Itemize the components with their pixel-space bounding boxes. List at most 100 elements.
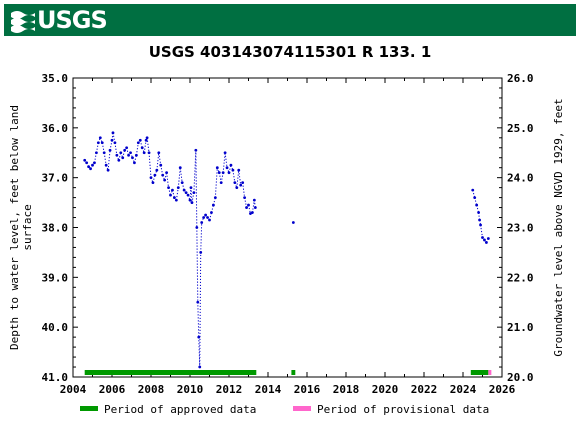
data-point [157,151,161,155]
data-point [192,191,196,195]
series-connector [103,152,107,166]
usgs-banner: USGS [4,4,576,36]
data-point [134,153,138,157]
data-point [202,216,206,219]
usgs-logo-text: USGS [37,6,108,34]
x-tick-label: 2008 [138,383,165,396]
data-point [221,171,225,175]
data-point [96,141,100,145]
x-tick-label: 2014 [255,383,282,396]
series-connector [236,170,240,188]
x-tick-label: 2022 [411,383,438,396]
y-left-tick-label: 37.0 [42,172,69,185]
data-point [149,176,153,180]
y-left-tick-label: 35.0 [42,72,69,85]
legend-approved-label: Period of approved data [104,403,256,416]
provisional-period-bar [488,370,492,375]
data-point [111,131,115,135]
data-point [475,203,479,207]
series-connector [177,167,181,188]
series-connector [191,192,195,203]
data-point [113,141,117,145]
data-point [189,186,193,190]
data-point [119,151,123,155]
y-left-tick-label: 40.0 [42,321,69,334]
y-right-tick-label: 21.0 [507,321,534,334]
y-left-axis-title-line2: surface [21,204,34,250]
data-point [208,218,211,222]
data-point [138,138,142,142]
y-right-tick-label: 24.0 [507,172,534,185]
series-connector [218,172,222,183]
data-point [253,206,257,209]
x-tick-label: 2018 [333,383,360,396]
data-point [190,201,194,204]
y-right-tick-label: 22.0 [507,271,534,284]
data-point [174,198,178,202]
data-point [233,181,237,185]
x-tick-label: 2004 [60,383,87,396]
data-point [142,151,146,155]
data-point [102,151,106,155]
legend-provisional-label: Period of provisional data [317,403,489,416]
y-left-tick-label: 38.0 [42,222,69,235]
series-connector [242,182,246,198]
data-point [199,251,203,254]
y-left-tick-label: 39.0 [42,271,69,284]
y-right-tick-label: 25.0 [507,122,534,135]
data-point [225,166,229,170]
legend-provisional-swatch [293,406,311,411]
approved-period-bar [84,370,257,375]
series-connector [214,167,218,198]
x-tick-label: 2016 [294,383,321,396]
data-point [127,153,130,157]
data-point [477,211,480,214]
series-connector [156,152,160,171]
data-point [85,161,89,165]
data-point [245,206,248,209]
data-point [247,203,250,207]
data-point [227,171,231,175]
series-connector [146,137,150,153]
data-point [188,198,192,202]
data-point [151,181,155,185]
data-point [180,181,184,185]
chart-title: USGS 403143074115301 R 133. 1 [148,43,432,61]
series-connector [107,150,111,171]
data-point [194,148,198,152]
data-point [210,211,213,214]
data-point [153,173,157,177]
data-point [186,193,190,197]
data-point [217,171,221,175]
plot-area [72,77,503,378]
data-point [165,171,169,175]
data-point [204,213,208,217]
data-point [196,300,200,304]
data-point [481,236,484,239]
data-point [215,166,219,170]
series-connector [114,142,118,156]
series-connector [189,187,192,201]
data-point [239,183,243,187]
data-point [241,181,245,185]
series-connector [222,152,226,173]
data-point [198,365,202,369]
data-point [206,216,209,219]
series-connector [195,150,198,228]
data-point [195,226,199,229]
series-connector [480,224,483,238]
x-tick-label: 2010 [177,383,204,396]
data-point [83,158,87,162]
series-connector [158,152,162,166]
data-point [145,136,149,140]
data-point [129,151,132,155]
data-point [473,196,477,200]
series-connector [179,167,183,183]
data-point [136,141,140,145]
y-left-tick-label: 41.0 [42,371,69,384]
series-connector [193,150,197,193]
data-point [108,148,112,152]
series-connector [190,187,193,203]
usgs-logo[interactable]: USGS [10,6,108,34]
series-connector [143,140,147,153]
